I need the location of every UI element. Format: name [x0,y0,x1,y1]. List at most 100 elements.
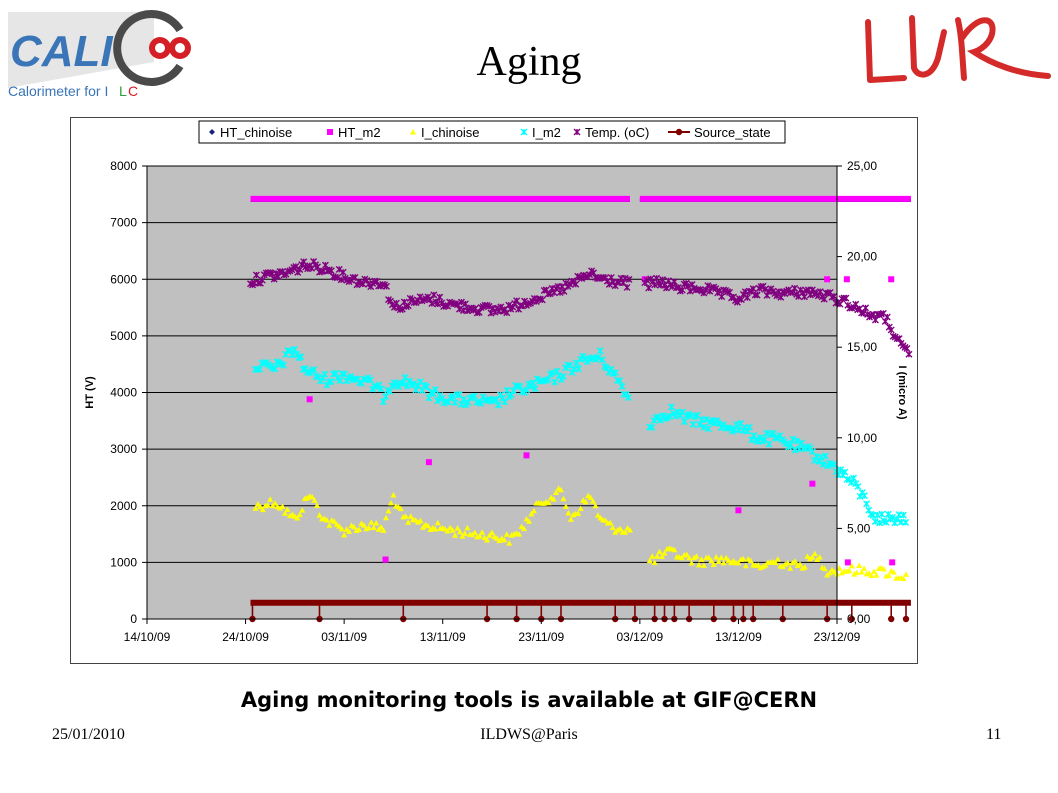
legend-box [198,120,786,144]
series-i-m2-mark [704,425,712,433]
series-i-m2-mark [817,453,825,461]
series-i-chinoise-mark [405,519,412,525]
series-i-chinoise-mark [806,555,813,562]
legend-label: HT_m2 [338,125,381,140]
series-temp-mark [538,296,546,304]
series-i-m2-mark [559,373,567,381]
series-i-chinoise-mark [562,503,569,509]
series-i-chinoise-mark [762,562,769,568]
series-i-m2-mark [789,435,797,443]
series-i-chinoise-mark [903,571,909,577]
series-temp-mark [605,280,613,288]
series-i-m2-mark [431,386,439,394]
series-i-chinoise-mark [797,561,804,567]
series-i-chinoise-mark [489,529,495,536]
series-i-m2-mark [366,376,374,384]
series-ht-m2-mark [425,459,432,466]
series-temp-mark [749,285,757,293]
series-i-chinoise-mark [757,564,764,571]
series-i-chinoise-mark [590,498,597,504]
series-temp-mark [668,283,676,291]
series-source-state-mark [888,615,895,623]
series-i-m2-mark [745,423,753,431]
series-i-m2-mark [379,398,387,406]
series-i-chinoise-mark [336,523,343,529]
series-i-m2-mark [793,437,801,445]
series-i-chinoise-mark [385,507,392,514]
series-i-chinoise-mark [456,528,463,535]
x-tick-label: 14/10/09 [124,630,171,644]
series-i-chinoise-mark [424,522,431,529]
series-i-chinoise-mark [784,559,791,566]
series-i-m2-mark [449,392,457,400]
series-i-chinoise-mark [323,516,330,523]
series-i-chinoise-mark [567,516,574,522]
series-i-chinoise-mark [528,510,535,517]
series-i-chinoise-mark [432,526,439,532]
series-i-chinoise-mark [698,556,705,562]
series-i-chinoise-mark [735,559,742,566]
series-i-chinoise-mark [853,569,860,576]
series-i-chinoise-mark [284,506,291,512]
x-tick-label: 24/10/09 [222,630,269,644]
series-i-chinoise-mark [789,559,796,566]
footer-page-number: 11 [986,726,1002,743]
series-temp-mark [625,275,633,283]
series-i-m2-mark [702,415,710,423]
y-left-tick-label: 8000 [110,159,137,173]
series-i-chinoise-mark [264,501,271,508]
series-temp-mark [678,286,686,294]
series-i-chinoise-mark [696,561,702,568]
series-ht-m2-mark [844,559,851,566]
series-temp-mark [718,293,726,301]
series-temp-mark [337,276,345,284]
series-i-chinoise-mark [454,525,461,531]
series-temp-mark [335,265,343,273]
series-temp-mark [761,285,769,293]
series-temp-mark [621,274,629,282]
series-i-m2-mark [399,380,407,388]
series-i-chinoise-mark [782,561,789,567]
series-temp-mark [513,297,521,305]
y-right-tick-label: 5,00 [847,521,871,535]
series-temp-mark [791,284,799,292]
series-temp-mark [258,276,266,284]
svg-text:CALI: CALI [10,27,113,76]
series-i-m2-mark [336,377,344,385]
series-i-chinoise-mark [545,499,552,506]
svg-text:C: C [128,83,138,99]
x-tick-label: 03/12/09 [616,630,663,644]
series-i-m2-mark [876,519,884,527]
series-i-m2-mark [765,440,773,448]
series-i-chinoise-mark [484,536,491,543]
y-right-tick-label: 10,00 [847,431,877,445]
series-ht-m2-mark [824,276,831,283]
series-temp-mark [842,294,850,302]
series-i-m2-mark [598,356,606,364]
series-i-chinoise-mark [449,527,456,533]
series-temp-mark [871,316,879,324]
series-i-chinoise-mark [710,561,717,567]
series-temp-mark [572,280,580,288]
y-left-tick-label: 5000 [110,329,137,343]
series-i-chinoise-mark [503,531,510,537]
series-temp-mark [461,300,469,308]
legend-swatch [675,128,683,136]
series-i-chinoise-mark [851,571,858,577]
series-i-chinoise-mark [691,554,698,561]
y-left-tick-label: 2000 [110,499,137,513]
series-temp-mark [327,267,335,275]
series-i-chinoise-mark [370,524,377,530]
series-i-chinoise-mark [452,532,459,538]
series-i-m2-mark [689,420,697,428]
series-i-chinoise-mark [592,502,599,509]
series-i-chinoise-mark [365,524,372,531]
series-i-chinoise-mark [617,525,624,532]
series-temp-mark [862,304,870,312]
series-i-chinoise-mark [331,518,338,524]
series-i-chinoise-mark [447,524,454,531]
series-i-m2-mark [841,468,849,476]
series-i-m2-mark [297,353,305,361]
legend-swatch [209,129,215,135]
series-i-m2-mark [854,482,862,490]
